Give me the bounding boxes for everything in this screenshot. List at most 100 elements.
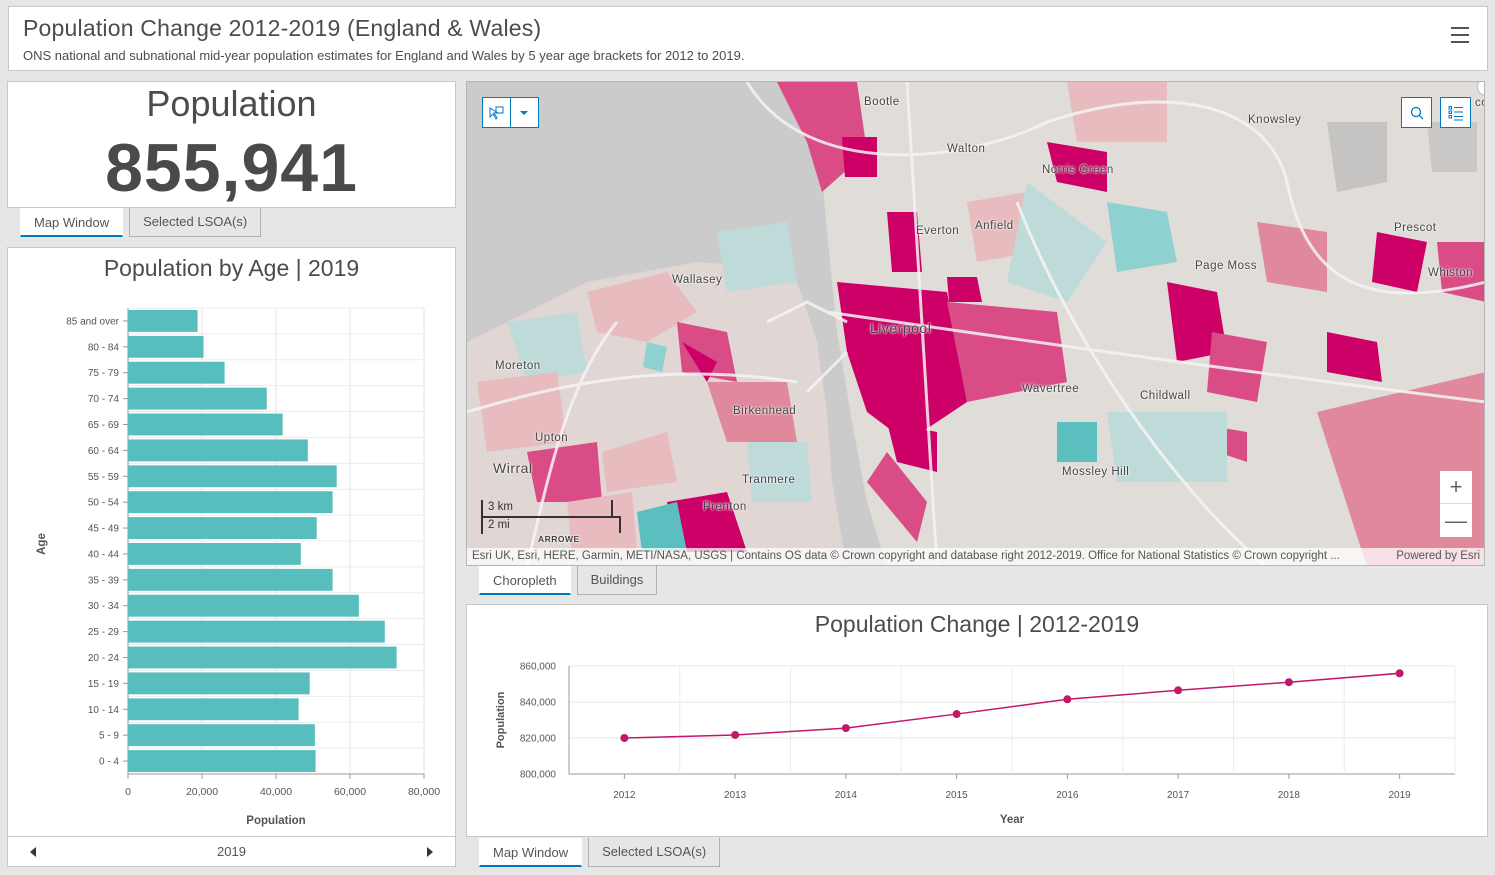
select-tool-button[interactable] [482, 97, 539, 128]
search-icon [1410, 106, 1423, 119]
x-tick-label: 0 [125, 786, 131, 798]
x-tick-label: 2017 [1167, 790, 1190, 801]
population-data-point [620, 734, 629, 742]
population-data-point [841, 724, 850, 733]
population-data-point [952, 710, 961, 719]
x-axis-title: Year [1000, 814, 1025, 826]
tab-selected-lsoa[interactable]: Selected LSOA(s) [129, 208, 262, 237]
map-label-upton: Upton [535, 432, 569, 444]
tab-map-window-bottom[interactable]: Map Window [479, 838, 583, 867]
map-label-arrowe: ARROWE [538, 534, 580, 544]
scale-km: 3 km [488, 501, 513, 513]
age-bar [128, 439, 308, 462]
map-label-anfield: Anfield [975, 220, 1014, 232]
next-year-arrow-icon[interactable] [427, 847, 433, 857]
map-label-liverpool: Liverpool [870, 320, 932, 336]
x-tick-label: 2013 [724, 790, 747, 801]
y-tick-label: 30 - 34 [88, 601, 120, 612]
y-tick-label: 800,000 [520, 770, 557, 781]
x-tick-label: 2014 [835, 790, 858, 801]
line-chart-title: Population Change | 2012-2019 [814, 611, 1140, 637]
hamburger-menu-icon[interactable] [1451, 27, 1469, 43]
tab-choropleth[interactable]: Choropleth [479, 566, 571, 595]
map-scale-bar: 3 km 2 mi [481, 500, 621, 534]
y-tick-label: 5 - 9 [99, 731, 119, 742]
y-tick-label: 50 - 54 [88, 498, 120, 509]
search-button[interactable] [1401, 97, 1432, 128]
y-tick-label: 35 - 39 [88, 575, 120, 586]
age-bar [128, 491, 333, 514]
map-label-prenton: Prenton [703, 501, 747, 513]
map-label-mossley-hill: Mossley Hill [1062, 466, 1130, 478]
age-bar [128, 361, 225, 384]
map-label-partial: cc [1475, 97, 1484, 109]
age-bar [128, 413, 283, 436]
indicator-tabs: Map Window Selected LSOA(s) [20, 208, 262, 237]
age-chart-title: Population by Age | 2019 [103, 255, 360, 281]
y-tick-label: 820,000 [520, 734, 557, 745]
indicator-label: Population [146, 83, 317, 124]
indicator-value: 855,941 [105, 130, 358, 206]
population-data-point [1174, 686, 1183, 695]
map-label-everton: Everton [916, 225, 960, 237]
map-label-tranmere: Tranmere [742, 474, 796, 486]
zoom-out-button[interactable]: — [1445, 507, 1467, 533]
chevron-down-icon[interactable] [511, 110, 538, 116]
select-cursor-icon [483, 98, 511, 127]
x-tick-label: 2019 [1389, 790, 1412, 801]
powered-by-esri[interactable]: Powered by Esri [1396, 550, 1480, 562]
map-label-wavertree: Wavertree [1022, 383, 1080, 395]
legend-button[interactable] [1440, 97, 1471, 128]
y-axis-title: Age [36, 533, 48, 555]
age-bar [128, 568, 333, 591]
y-tick-label: 0 - 4 [99, 757, 119, 768]
x-tick-label: 40,000 [260, 786, 292, 798]
map-attribution: Esri UK, Esri, HERE, Garmin, METI/NASA, … [467, 548, 1484, 565]
map-label-wirral: Wirral [493, 460, 533, 476]
bottom-tabs: Map Window Selected LSOA(s) [479, 838, 721, 867]
x-tick-label: 2016 [1056, 790, 1079, 801]
choropleth-map[interactable]: Bootle Knowsley Walton Norris Green Ever… [466, 81, 1485, 566]
x-axis-title: Population [246, 815, 305, 827]
x-tick-label: 60,000 [334, 786, 366, 798]
y-axis-title: Population [495, 691, 507, 748]
age-bar [128, 335, 204, 358]
population-series-line [624, 672, 1400, 739]
age-bar [128, 594, 359, 617]
age-bar [128, 750, 316, 772]
map-label-knowsley: Knowsley [1248, 114, 1302, 126]
y-tick-label: 85 and over [66, 316, 119, 327]
population-change-panel: Population Change | 2012-2019 800,000 820… [466, 604, 1488, 837]
tab-selected-lsoa-bottom[interactable]: Selected LSOA(s) [588, 838, 721, 867]
age-bar [128, 698, 299, 721]
x-tick-label: 2012 [613, 790, 636, 801]
population-data-point [1395, 669, 1404, 678]
map-label-childwall: Childwall [1140, 390, 1191, 402]
age-bar [128, 672, 310, 695]
y-tick-label: 80 - 84 [88, 342, 120, 353]
population-data-point [731, 730, 740, 739]
tab-map-window[interactable]: Map Window [20, 208, 124, 237]
map-label-norris-green: Norris Green [1042, 164, 1114, 176]
map-label-birkenhead: Birkenhead [733, 405, 797, 417]
x-tick-label: 2015 [946, 790, 969, 801]
zoom-control: + — [1440, 471, 1472, 537]
map-label-moreton: Moreton [495, 360, 541, 372]
y-tick-label: 70 - 74 [88, 394, 120, 405]
zoom-in-button[interactable]: + [1440, 471, 1472, 504]
scale-mi: 2 mi [488, 519, 510, 531]
tab-buildings[interactable]: Buildings [576, 566, 658, 595]
age-bar [128, 543, 301, 565]
y-tick-label: 75 - 79 [88, 368, 120, 379]
legend-list-icon [1448, 105, 1463, 120]
y-tick-label: 840,000 [520, 698, 557, 709]
previous-year-arrow-icon[interactable] [30, 847, 36, 857]
attribution-text[interactable]: Esri UK, Esri, HERE, Garmin, METI/NASA, … [472, 550, 1340, 562]
y-tick-label: 15 - 19 [88, 679, 120, 690]
dashboard-subtitle: ONS national and subnational mid-year po… [23, 48, 745, 63]
map-label-whiston: Whiston [1428, 267, 1474, 279]
year-selector: 2019 [7, 836, 456, 867]
x-tick-label: 80,000 [408, 786, 440, 798]
population-data-point [1063, 695, 1072, 704]
y-tick-label: 55 - 59 [88, 472, 120, 483]
